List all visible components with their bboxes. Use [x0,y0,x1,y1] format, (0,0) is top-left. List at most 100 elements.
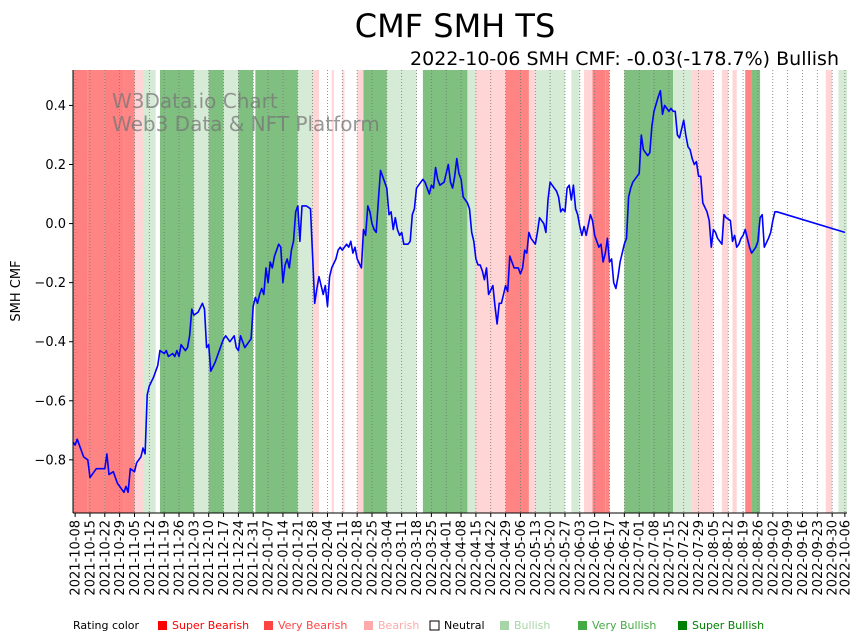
x-tick-label: 2021-10-22 [98,520,113,596]
x-tick-label: 2022-08-26 [751,520,766,596]
x-tick-label: 2022-04-29 [499,520,514,596]
x-tick-label: 2022-08-19 [737,520,752,596]
y-tick-label: −0.2 [34,276,66,291]
legend-label-bearish: Bearish [378,619,419,632]
rating-band-bullish [297,70,313,513]
legend-swatch-bearish [364,621,373,630]
legend-swatch-bullish [500,621,509,630]
y-tick-label: 0.4 [45,99,66,114]
rating-band-very_bearish [745,70,752,513]
x-tick-label: 2021-11-05 [128,520,143,596]
rating-band-bearish [692,70,714,513]
grid-lines [74,70,846,513]
x-tick-label: 2022-09-23 [811,520,826,596]
rating-band-bullish [571,70,580,513]
rating-band-very_bullish [208,70,224,513]
rating-band-bullish [838,70,847,513]
x-tick-label: 2021-12-24 [232,520,247,596]
x-tick-label: 2022-03-11 [395,520,410,596]
x-tick-label: 2022-05-06 [514,520,529,596]
x-tick-label: 2021-10-08 [69,520,84,596]
y-tick-label: −0.4 [34,335,66,350]
legend-label-very_bearish: Very Bearish [278,619,347,632]
x-tick-label: 2022-04-08 [455,520,470,596]
legend-label-neutral: Neutral [444,619,485,632]
x-tick-label: 2021-12-17 [217,520,232,596]
legend-swatch-neutral [429,620,440,631]
x-tick-label: 2021-12-03 [187,520,202,596]
rating-band-very_bullish [282,70,298,513]
x-tick-label: 2022-05-20 [544,520,559,596]
chart-title: CMF SMH TS [355,7,556,45]
cmf-series [72,89,846,494]
x-tick-label: 2022-01-21 [291,520,306,596]
rating-bands [73,70,847,513]
legend-label-bullish: Bullish [514,619,550,632]
legend-label-super_bullish: Super Bullish [692,619,764,632]
x-tick-label: 2021-11-26 [173,520,188,596]
rating-band-very_bearish [73,70,76,513]
x-tick-label: 2022-04-01 [440,520,455,596]
rating-band-very_bullish [651,70,674,513]
rating-band-bullish [673,70,693,513]
rating-band-bearish [342,70,345,513]
rating-band-bearish [721,70,729,513]
legend-label-very_bullish: Very Bullish [592,619,656,632]
y-ticks: −0.8 −0.6 −0.4 −0.2 0.0 0.2 0.4 [34,99,73,468]
x-tick-label: 2022-04-22 [484,520,499,596]
y-axis-label: SMH CMF [9,260,24,321]
chart-subtitle: 2022-10-06 SMH CMF: -0.03(-178.7%) Bulli… [410,48,839,70]
rating-band-bearish [825,70,833,513]
rating-band-very_bullish [255,70,283,513]
x-tick-label: 2022-04-15 [469,520,484,596]
x-tick-label: 2022-07-08 [648,520,663,596]
x-tick-label: 2022-06-17 [603,520,618,596]
rating-band-bearish [331,70,334,513]
legend-swatch-super_bullish [678,621,687,630]
series-line [72,89,846,494]
x-tick-label: 2022-07-29 [692,520,707,596]
rating-band-bearish [584,70,593,513]
x-tick-label: 2022-09-16 [796,520,811,596]
x-tick-label: 2022-03-18 [410,520,425,596]
legend-swatch-very_bullish [578,621,587,630]
rating-band-bullish [223,70,239,513]
x-tick-label: 2022-05-27 [558,520,573,596]
y-tick-label: −0.8 [34,453,66,468]
rating-band-very_bullish [624,70,652,513]
rating-band-very_bearish [505,70,529,513]
rating-band-super_bearish [104,70,124,513]
x-tick-label: 2022-02-25 [365,520,380,596]
rating-legend: Rating color Super Bearish Very Bearish Be… [73,619,764,632]
x-tick-label: 2022-01-28 [306,520,321,596]
y-tick-label: 0.2 [45,158,66,173]
legend-swatch-super_bearish [158,621,167,630]
x-tick-label: 2022-09-09 [781,520,796,596]
x-tick-label: 2022-07-22 [677,520,692,596]
x-tick-label: 2022-06-24 [618,520,633,596]
x-tick-label: 2022-02-11 [336,520,351,596]
rating-band-super_bearish [75,70,88,513]
rating-band-bullish [467,70,476,513]
rating-band-super_bearish [592,70,606,513]
rating-band-very_bullish [238,70,254,513]
rating-band-very_bullish [751,70,761,513]
x-tick-label: 2022-06-03 [573,520,588,596]
x-tick-label: 2021-12-10 [202,520,217,596]
x-tick-label: 2022-07-01 [633,520,648,596]
x-tick-label: 2022-06-10 [588,520,603,596]
rating-band-very_bullish [179,70,194,513]
x-ticks: 2021-10-08 2021-10-15 2021-10-22 2021-10-29… [69,513,853,596]
x-tick-label: 2022-01-07 [262,520,277,596]
x-tick-label: 2022-10-06 [838,520,853,596]
rating-band-very_bullish [159,70,180,513]
rating-band-bullish [193,70,209,513]
watermark-line-2: Web3 Data & NFT Platform [112,112,380,136]
x-tick-label: 2022-07-15 [662,520,677,596]
x-tick-label: 2021-11-12 [143,520,158,596]
rating-band-very_bearish [87,70,105,513]
rating-band-very_bearish [605,70,610,513]
rating-band-very_bullish [422,70,468,513]
legend-swatch-very_bearish [264,621,273,630]
x-tick-label: 2022-08-12 [722,520,737,596]
